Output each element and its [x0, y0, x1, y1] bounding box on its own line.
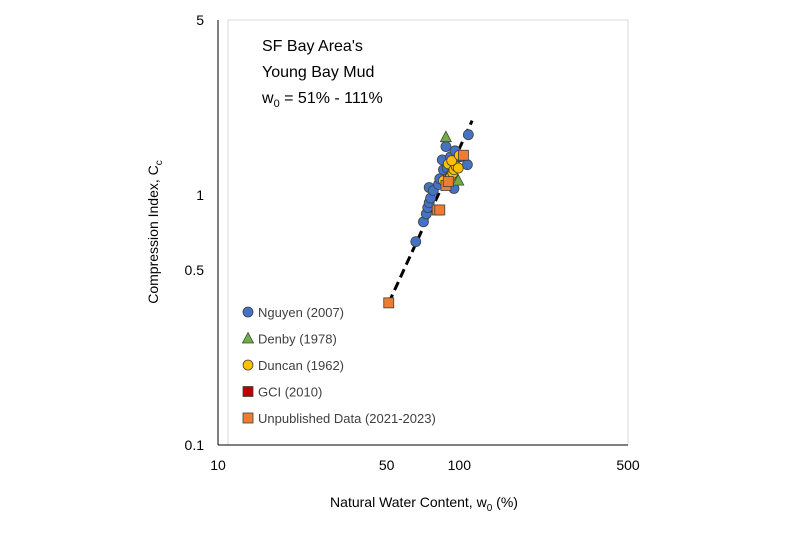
legend-marker-2 — [242, 359, 254, 371]
data-point-unpublished-data-2021-2023 — [458, 149, 469, 161]
x-axis-title-subscript: 0 — [487, 503, 493, 514]
data-points — [383, 129, 474, 309]
legend-label: Denby (1978) — [258, 332, 337, 347]
annotation-w-subscript: 0 — [274, 98, 280, 110]
data-point-unpublished-data-2021-2023 — [383, 297, 395, 309]
data-point-nguyen-2007 — [440, 141, 452, 152]
x-axis-title-main: Natural Water Content, w — [330, 494, 488, 510]
annotation-w-label: w — [261, 90, 274, 107]
legend-label: Duncan (1962) — [258, 358, 344, 373]
data-point-nguyen-2007 — [461, 159, 473, 171]
y-tick-label: 5 — [196, 12, 204, 28]
data-point-denby-1978 — [452, 173, 465, 186]
legend-marker-1 — [241, 331, 255, 344]
annotation-line-2: Young Bay Mud — [262, 64, 374, 81]
y-tick-label: 0.1 — [185, 437, 205, 453]
annotation-range: = 51% - 111% — [280, 90, 383, 107]
data-point-duncan-1962 — [446, 155, 458, 167]
y-axis-title: Compression Index, Cc — [145, 160, 165, 304]
annotation-line-3: w0 = 51% - 111% — [261, 90, 383, 110]
y-axis-title-subscript: c — [154, 160, 165, 165]
data-point-unpublished-data-2021-2023 — [442, 176, 454, 187]
data-point-duncan-1962 — [452, 162, 464, 174]
legend-label: Nguyen (2007) — [258, 305, 344, 320]
legend-label: GCI (2010) — [258, 385, 322, 400]
x-axis-title: Natural Water Content, w0 (%) — [330, 494, 518, 514]
annotation: SF Bay Area's Young Bay Mud w0 = 51% - 1… — [261, 38, 383, 110]
y-tick-label: 0.5 — [185, 262, 205, 278]
legend: Nguyen (2007) Denby (1978) Duncan (1962) GC… — [241, 305, 436, 426]
x-axis-title-unit: (%) — [492, 494, 518, 510]
data-point-nguyen-2007 — [410, 236, 422, 248]
data-point-nguyen-2007 — [462, 129, 474, 141]
legend-marker-4 — [242, 412, 254, 424]
plot-frame — [227, 19, 629, 446]
tick-labels: 10 50 100 500 0.1 0.5 1 5 — [185, 12, 640, 473]
x-tick-label: 50 — [379, 457, 395, 473]
x-tick-label: 500 — [616, 457, 640, 473]
data-point-unpublished-data-2021-2023 — [434, 204, 446, 216]
data-point-denby-1978 — [439, 130, 453, 143]
y-axis-title-main: Compression Index, C — [145, 165, 161, 304]
x-tick-label: 100 — [448, 457, 472, 473]
legend-marker-0 — [242, 306, 254, 318]
y-tick-label: 1 — [196, 187, 204, 203]
x-tick-label: 10 — [210, 457, 226, 473]
legend-label: Unpublished Data (2021-2023) — [258, 411, 436, 426]
legend-marker-3 — [242, 386, 254, 397]
axis-lines — [217, 20, 628, 446]
annotation-line-1: SF Bay Area's — [262, 38, 363, 55]
